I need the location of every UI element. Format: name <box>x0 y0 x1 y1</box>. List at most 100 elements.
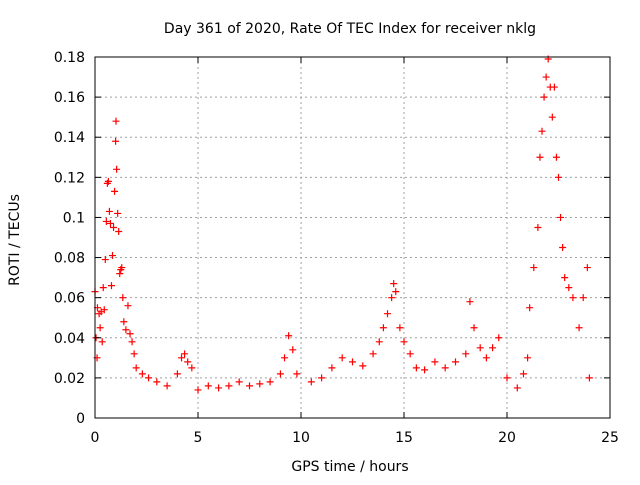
data-point <box>101 256 109 264</box>
data-point <box>557 213 565 221</box>
data-point <box>266 378 274 386</box>
chart-title: Day 361 of 2020, Rate Of TEC Index for r… <box>164 21 536 37</box>
data-point <box>126 330 134 338</box>
data-point <box>130 350 138 358</box>
data-point <box>102 217 110 225</box>
data-point <box>466 298 474 306</box>
y-axis-title: ROTI / TECUs <box>7 194 23 286</box>
data-point <box>431 358 439 366</box>
data-point <box>579 294 587 302</box>
data-point <box>100 306 108 314</box>
plot-frame <box>94 56 611 419</box>
data-point <box>96 324 104 332</box>
data-point <box>569 294 577 302</box>
data-point <box>114 209 122 217</box>
data-point <box>534 223 542 231</box>
data-point <box>184 358 192 366</box>
data-point <box>561 274 569 282</box>
data-point <box>318 374 326 382</box>
data-point <box>122 326 130 334</box>
data-point <box>338 354 346 362</box>
x-tick-label: 10 <box>292 430 310 446</box>
data-point <box>548 113 556 121</box>
data-point <box>109 252 117 260</box>
data-point <box>359 362 367 370</box>
data-point <box>575 324 583 332</box>
data-point <box>388 294 396 302</box>
data-point <box>285 332 293 340</box>
y-tick-label: 0.16 <box>54 90 85 106</box>
data-point <box>552 153 560 161</box>
data-point <box>392 288 400 296</box>
y-tick-label: 0.08 <box>54 251 85 267</box>
grid-lines <box>95 57 610 418</box>
data-point <box>112 137 120 145</box>
data-point <box>111 187 119 195</box>
y-tick-label: 0.12 <box>54 170 85 186</box>
data-point <box>215 384 223 392</box>
data-point <box>452 358 459 366</box>
data-point <box>565 284 573 292</box>
data-point <box>482 354 490 362</box>
x-tick-label: 20 <box>498 430 516 446</box>
data-point <box>489 344 497 352</box>
data-point <box>116 270 124 278</box>
data-point <box>188 364 196 372</box>
y-tick-label: 0.14 <box>54 130 85 146</box>
data-point <box>379 324 387 332</box>
y-tick-label: 0 <box>76 411 85 427</box>
y-tick-label: 0.18 <box>54 50 85 66</box>
data-point <box>104 177 112 185</box>
data-point <box>106 219 114 227</box>
data-point <box>384 310 392 318</box>
data-point <box>281 354 289 362</box>
data-point <box>145 374 153 382</box>
y-tick-label: 0.04 <box>54 331 85 347</box>
data-point <box>99 284 107 292</box>
data-point <box>585 374 593 382</box>
data-point <box>98 338 106 346</box>
data-point <box>124 302 132 310</box>
data-point <box>307 378 315 386</box>
data-point <box>583 264 591 272</box>
data-point <box>526 304 534 312</box>
data-point <box>107 282 115 290</box>
data-point <box>559 244 567 252</box>
data-point <box>406 350 414 358</box>
data-point <box>235 378 243 386</box>
data-point <box>462 350 470 358</box>
data-point <box>153 378 161 386</box>
data-point <box>538 127 546 135</box>
data-point <box>400 338 408 346</box>
data-point <box>246 382 253 390</box>
data-point <box>550 83 558 91</box>
data-point <box>476 344 484 352</box>
x-tick-label: 5 <box>194 430 203 446</box>
x-tick-label: 25 <box>601 430 619 446</box>
y-tick-label: 0.1 <box>63 210 85 226</box>
data-point <box>113 165 121 173</box>
x-tick-label: 0 <box>91 430 100 446</box>
data-point <box>225 382 233 390</box>
data-point <box>555 173 562 181</box>
data-point <box>524 354 532 362</box>
data-point <box>421 366 429 374</box>
data-point <box>519 370 527 378</box>
data-point <box>349 358 356 366</box>
data-point <box>375 338 383 346</box>
data-point <box>536 153 544 161</box>
data-point <box>120 318 128 326</box>
data-point <box>540 93 548 101</box>
data-point <box>390 280 398 288</box>
y-tick-label: 0.06 <box>54 291 85 307</box>
data-point <box>470 324 478 332</box>
data-point <box>256 380 264 388</box>
data-point <box>530 264 538 272</box>
data-point <box>115 227 123 235</box>
data-point <box>204 382 212 390</box>
data-point <box>178 354 186 362</box>
data-point <box>289 346 297 354</box>
data-point <box>110 223 118 231</box>
